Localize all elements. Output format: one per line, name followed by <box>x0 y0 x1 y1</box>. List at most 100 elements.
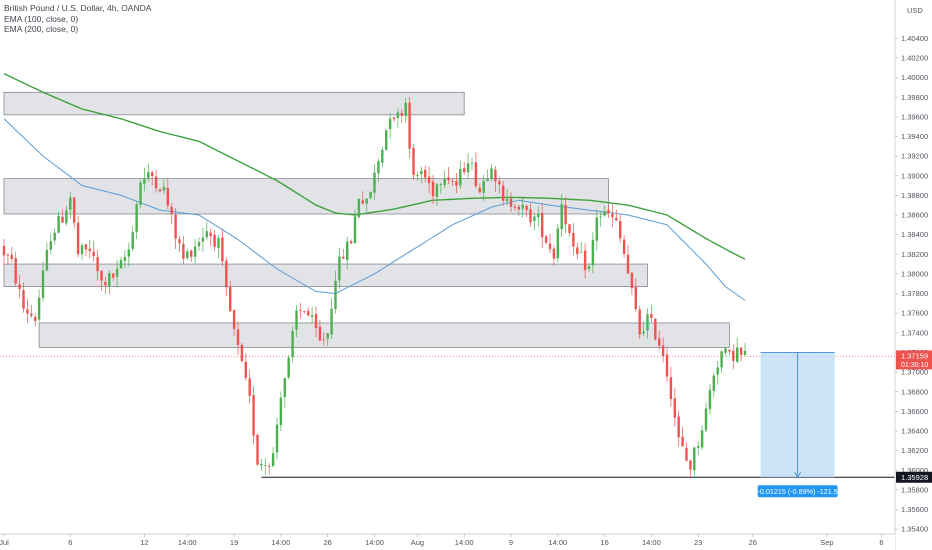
candle-body <box>299 310 302 312</box>
candle-body <box>279 397 283 426</box>
candle-body <box>182 243 185 259</box>
candle-body <box>154 176 158 189</box>
candle-body <box>466 163 470 173</box>
candle-body <box>537 213 540 218</box>
candle-body <box>669 377 673 400</box>
candle-body <box>61 216 64 223</box>
candle-body <box>193 246 197 257</box>
candle-body <box>326 333 329 339</box>
candle-body <box>65 210 68 224</box>
candle-body <box>127 249 130 257</box>
candle-body <box>307 310 310 316</box>
supply-demand-zones <box>3 91 730 348</box>
y-tick-label: 1.37800 <box>901 289 928 298</box>
price-axis[interactable] <box>895 0 932 550</box>
candle-body <box>732 350 735 361</box>
candle-body <box>349 241 353 244</box>
candle-body <box>338 256 341 281</box>
candle-body <box>427 176 431 183</box>
y-tick-label: 1.38200 <box>901 250 928 259</box>
candle-body <box>455 181 458 186</box>
candle-body <box>400 112 403 116</box>
candle-body <box>41 270 45 298</box>
candle-body <box>353 216 357 243</box>
x-tick-label: 14:00 <box>272 538 291 547</box>
candle-body <box>377 161 380 174</box>
last-price-badge <box>896 350 932 370</box>
candle-body <box>626 254 630 274</box>
candle-body <box>564 204 567 225</box>
candle-body <box>650 314 653 319</box>
candle-body <box>318 326 322 341</box>
candle-body <box>739 347 743 355</box>
candle-body <box>34 316 37 321</box>
ema-200-line <box>3 72 746 260</box>
candle-body <box>229 287 232 312</box>
measure-tool[interactable]: -0.01215 (-0.89%) -121.5 <box>757 352 838 498</box>
candle-body <box>482 181 485 193</box>
zone-2[interactable] <box>3 263 648 287</box>
y-tick-label: 1.36000 <box>901 466 928 475</box>
candle-body <box>517 206 520 210</box>
x-tick-label: 9 <box>509 538 513 547</box>
candle-body <box>544 236 548 243</box>
candle-body <box>240 344 244 362</box>
x-tick-label: 14:00 <box>548 538 567 547</box>
candle-body <box>88 248 91 251</box>
y-tick-label: 1.39000 <box>901 171 928 180</box>
candle-body <box>252 395 255 436</box>
candle-body <box>57 215 60 233</box>
candle-body <box>529 209 532 223</box>
candle-body <box>342 256 345 259</box>
y-tick-label: 1.39400 <box>901 132 928 141</box>
candle-body <box>213 234 216 247</box>
x-tick-label: 26 <box>324 538 332 547</box>
candle-body <box>474 162 478 187</box>
candle-body <box>92 251 95 257</box>
candle-body <box>209 232 212 237</box>
candle-body <box>595 217 598 241</box>
candle-body <box>334 280 337 309</box>
x-tick-label: Jul <box>0 538 9 547</box>
time-axis[interactable] <box>0 534 895 550</box>
candle-body <box>135 204 138 232</box>
ema-100-legend[interactable]: EMA (100, close, 0) <box>4 13 79 24</box>
symbol-title[interactable]: British Pound / U.S. Dollar, 4h, OANDA <box>4 3 152 13</box>
currency-label: USD <box>907 6 923 15</box>
candle-body <box>587 266 591 269</box>
candle-body <box>548 243 552 250</box>
candle-body <box>447 177 450 181</box>
ema-100-line <box>3 118 746 301</box>
candle-body <box>330 308 333 335</box>
time-axis-ticks: Jul 6 12 14:00 19 14:00 26 14:00 Aug 14:00 9 14:00 1… <box>0 534 884 547</box>
candle-body <box>310 315 314 317</box>
candle-body <box>170 206 173 214</box>
candle-body <box>197 241 201 247</box>
zone-0[interactable] <box>3 91 465 116</box>
zone-3[interactable] <box>38 322 730 348</box>
y-tick-label: 1.40200 <box>901 54 928 63</box>
candle-body <box>408 102 411 149</box>
zone-1[interactable] <box>3 178 609 215</box>
candle-body <box>22 290 25 309</box>
ema-200-legend[interactable]: EMA (200, close, 0) <box>4 24 79 34</box>
candle-body <box>665 354 669 377</box>
candle-body <box>451 181 454 182</box>
candle-body <box>190 250 193 257</box>
candle-body <box>560 204 563 230</box>
candle-body <box>381 149 384 163</box>
candle-body <box>295 310 298 330</box>
price-badges: 1.37159 01:30:10 1.35928 <box>896 350 932 483</box>
candle-body <box>525 205 528 211</box>
candle-body <box>291 330 294 358</box>
candle-body <box>346 241 349 261</box>
candle-body <box>221 237 224 262</box>
candle-body <box>404 102 407 116</box>
candle-body <box>6 254 10 256</box>
support-value: 1.35928 <box>901 473 928 482</box>
candle-body <box>646 314 649 331</box>
x-tick-label: 6 <box>879 538 883 547</box>
candle-body <box>18 284 21 289</box>
x-tick-label: 23 <box>694 538 702 547</box>
